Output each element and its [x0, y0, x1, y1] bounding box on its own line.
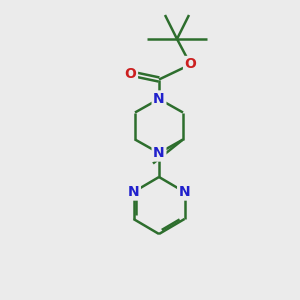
Text: N: N — [128, 185, 139, 199]
Text: O: O — [124, 67, 136, 80]
Text: N: N — [153, 146, 165, 160]
Text: N: N — [153, 92, 165, 106]
Text: O: O — [184, 58, 196, 71]
Text: N: N — [179, 185, 190, 199]
